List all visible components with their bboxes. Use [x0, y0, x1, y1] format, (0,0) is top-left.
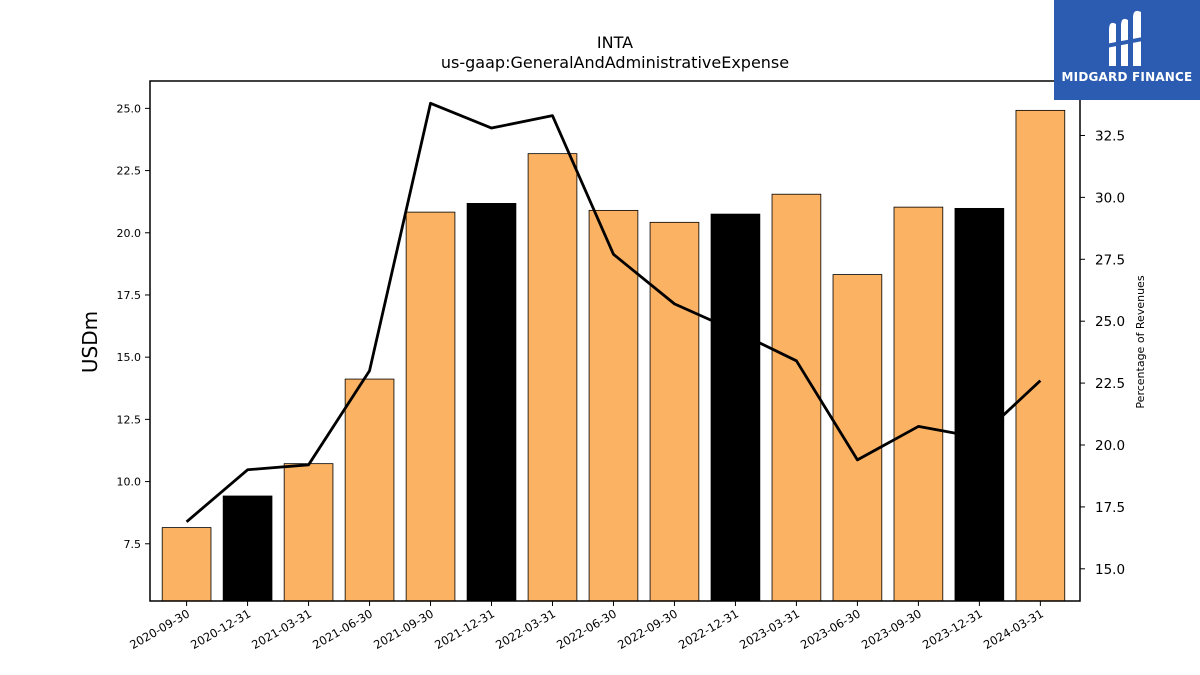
x-tick-label: 2023-12-31	[920, 606, 985, 652]
x-tick-label: 2022-09-30	[615, 606, 680, 652]
chart-title: INTA	[596, 33, 634, 52]
y-tick-label: 15.0	[117, 351, 142, 364]
x-tick-label: 2021-06-30	[310, 606, 375, 652]
plot-frame	[149, 80, 1081, 602]
bar-2020-12-31	[222, 495, 273, 602]
y2-tick-label: 25.0	[1095, 314, 1125, 330]
bar-2022-06-30	[588, 209, 639, 602]
x-tick-label: 2021-12-31	[432, 606, 497, 652]
x-tick-label: 2022-12-31	[676, 606, 741, 652]
chart-subtitle: us-gaap:GeneralAndAdministrativeExpense	[440, 53, 790, 72]
bar-2021-06-30	[344, 378, 395, 602]
y-tick-label: 17.5	[117, 289, 142, 302]
y-tick-label: 22.5	[117, 165, 142, 178]
x-tick-label: 2024-03-31	[981, 606, 1046, 652]
x-tick-label: 2020-09-30	[127, 606, 192, 652]
bar-2021-03-31	[283, 463, 334, 602]
x-tick-label: 2022-03-31	[493, 606, 558, 652]
bar-2020-09-30	[161, 527, 212, 602]
y2-axis-label: Percentage of Revenues	[1134, 275, 1147, 408]
x-tick-label: 2022-06-30	[554, 606, 619, 652]
y2-tick-label: 32.5	[1095, 128, 1125, 144]
bar-2023-06-30	[832, 274, 883, 602]
bar-2021-09-30	[405, 211, 456, 602]
bar-2023-12-31	[954, 207, 1005, 602]
midgard-finance-logo: MIDGARD FINANCE	[1054, 0, 1200, 100]
logo-text: MIDGARD FINANCE	[1061, 70, 1193, 84]
x-tick-label: 2021-03-31	[249, 606, 314, 652]
x-tick-label: 2020-12-31	[188, 606, 253, 652]
y2-tick-label: 17.5	[1095, 500, 1125, 516]
bar-2022-03-31	[527, 153, 578, 602]
y-tick-label: 20.0	[117, 227, 142, 240]
x-tick-label: 2021-09-30	[371, 606, 436, 652]
y2-tick-label: 30.0	[1095, 190, 1125, 206]
bar-2022-12-31	[710, 213, 761, 602]
bar-2022-09-30	[649, 221, 700, 602]
x-tick-label: 2023-09-30	[859, 606, 924, 652]
y-tick-label: 7.5	[124, 538, 142, 551]
y-tick-label: 12.5	[117, 413, 142, 426]
bar-2023-03-31	[771, 193, 822, 602]
y2-tick-label: 22.5	[1095, 376, 1125, 392]
bar-2024-03-31	[1015, 109, 1066, 602]
y-tick-label: 10.0	[117, 476, 142, 489]
midgard-logo-icon	[1105, 10, 1149, 66]
bar-2021-12-31	[466, 203, 517, 602]
y2-tick-label: 27.5	[1095, 252, 1125, 268]
y-axis-label: USDm	[78, 311, 102, 373]
x-tick-label: 2023-03-31	[737, 606, 802, 652]
bar-2023-09-30	[893, 206, 944, 602]
x-tick-label: 2023-06-30	[798, 606, 863, 652]
y-tick-label: 25.0	[117, 102, 142, 115]
y2-tick-label: 15.0	[1095, 562, 1125, 578]
y2-tick-label: 20.0	[1095, 438, 1125, 454]
